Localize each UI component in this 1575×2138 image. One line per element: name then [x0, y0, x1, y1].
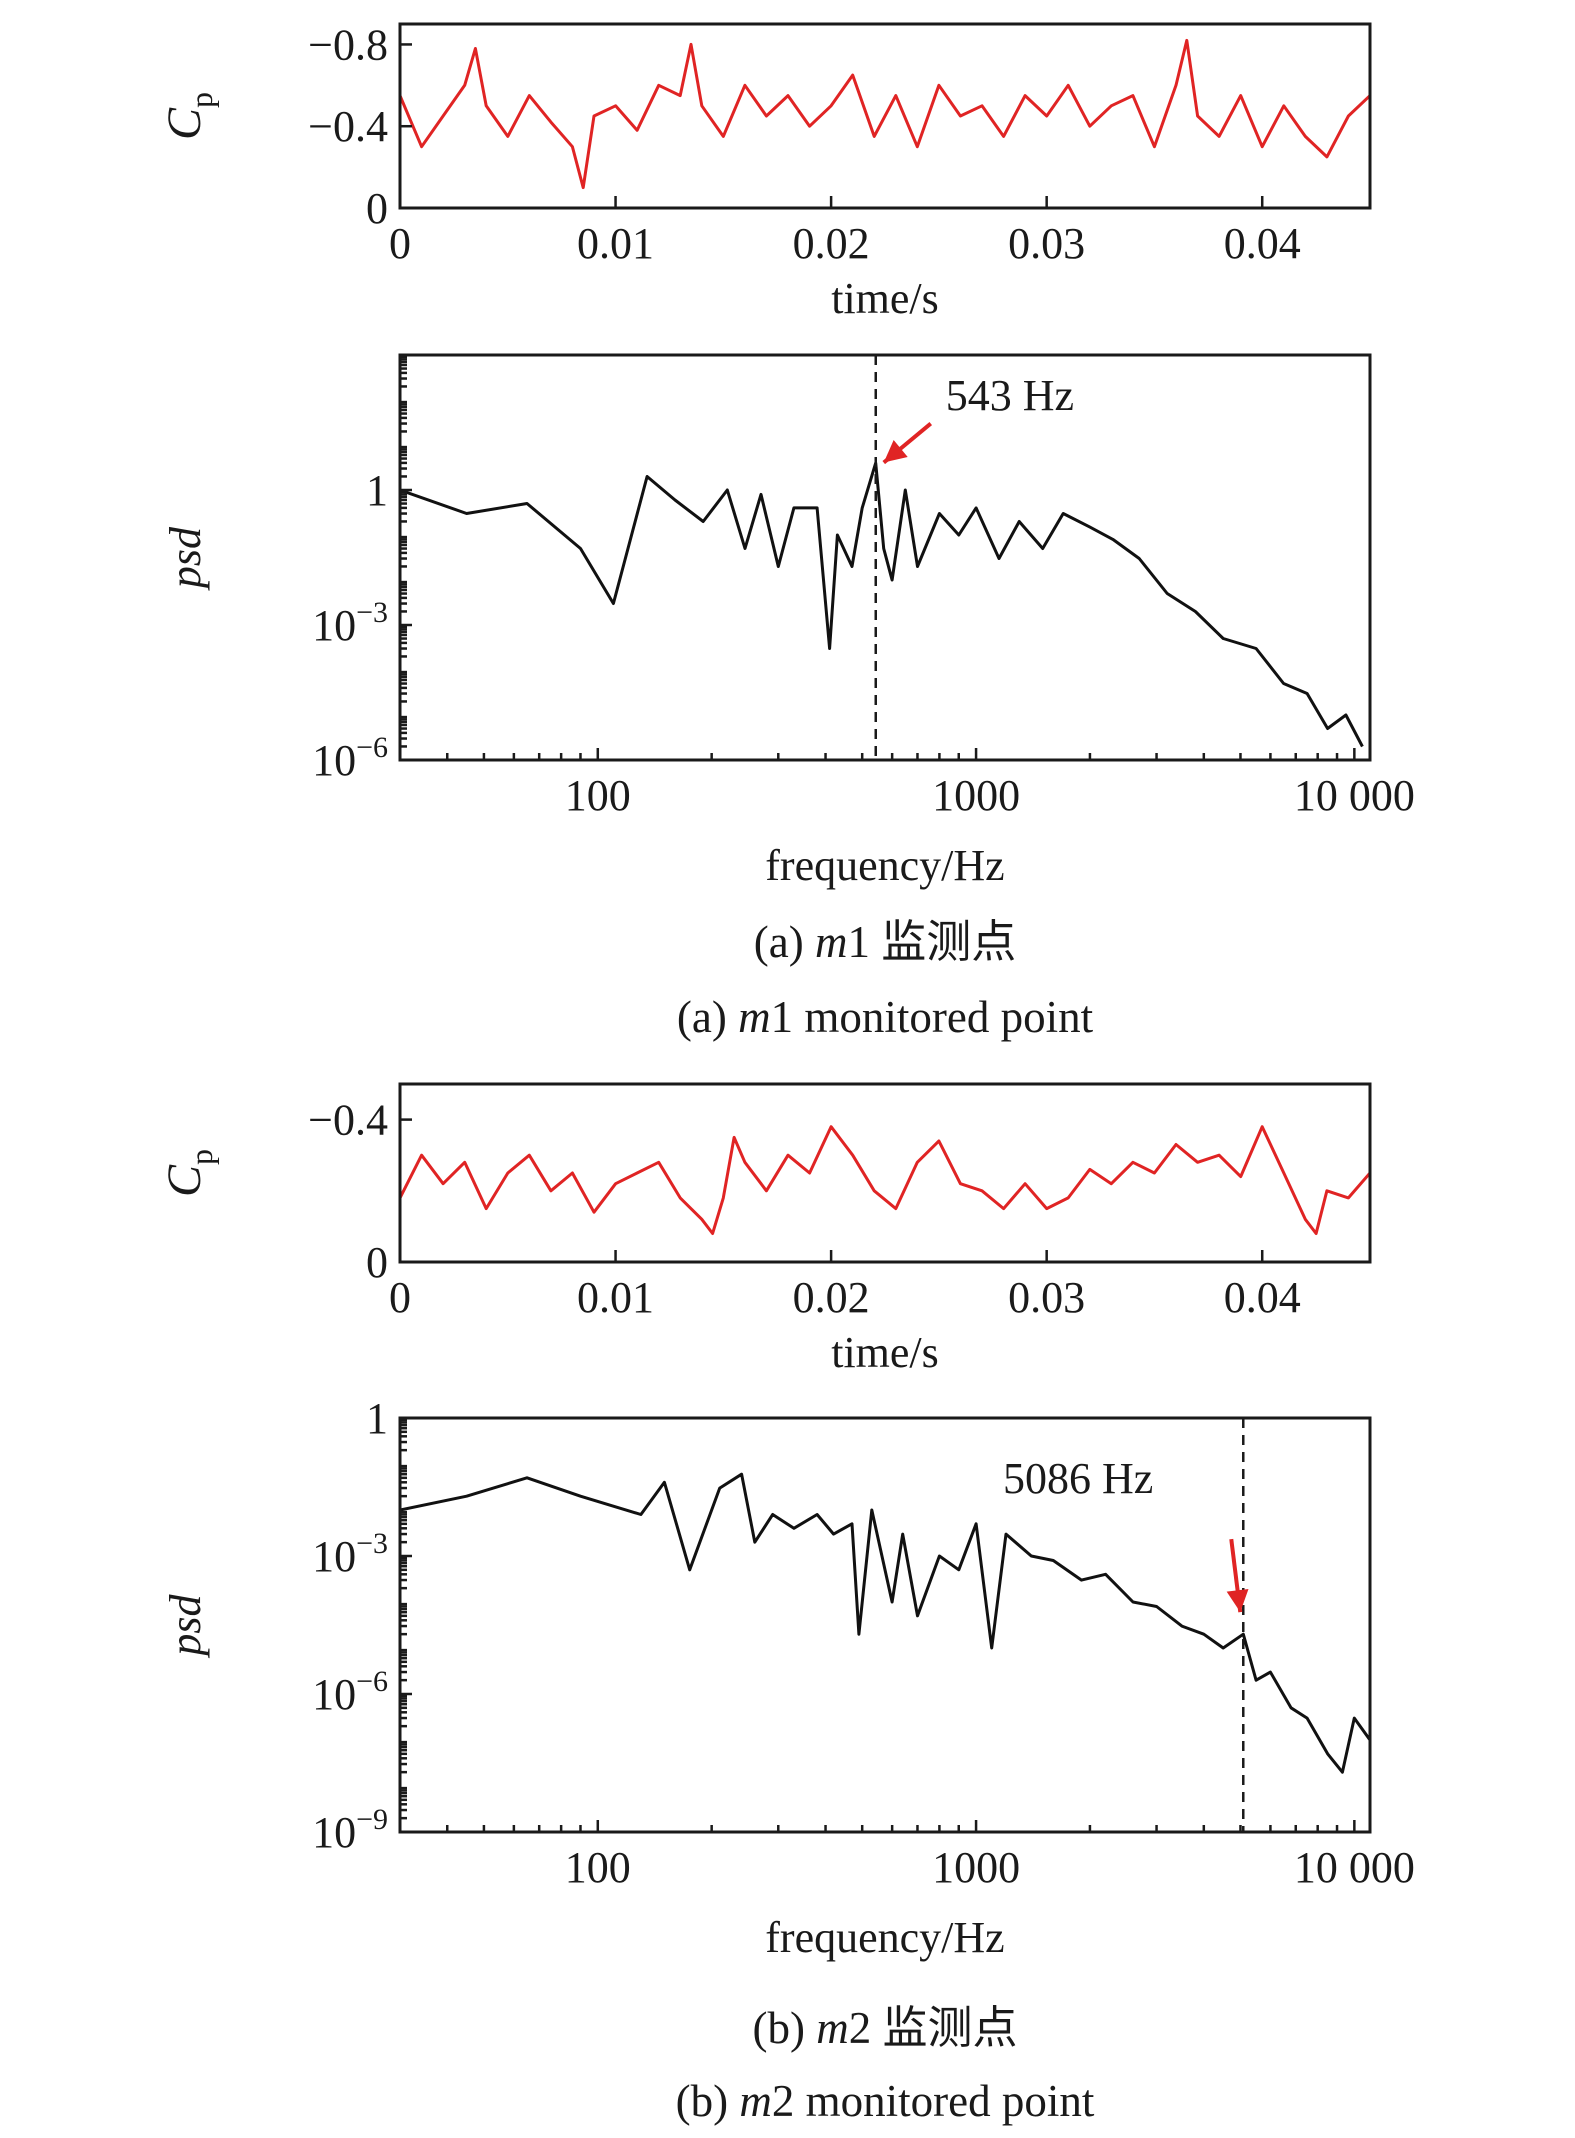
x-tick-label: 0.03 — [1008, 1273, 1085, 1322]
peak-frequency-annotation: 543 Hz — [946, 371, 1074, 420]
y-tick-label: −0.4 — [308, 102, 388, 151]
annotation-arrow-head — [883, 440, 908, 463]
y-tick-label: 0 — [366, 184, 388, 233]
annotation-arrow-head — [1226, 1588, 1249, 1613]
x-tick-label: 0 — [389, 219, 411, 268]
m2-cp-series-line-0 — [400, 1125, 1370, 1235]
x-tick-label: 100 — [565, 771, 631, 820]
m2-cp-time-series-panel: 0 0.01 0.02 0.03 0.04 −0.4 0 time/s Cp — [158, 1082, 1372, 1377]
y-tick-label: 10−6 — [312, 1665, 388, 1719]
m2-psd-series-line-0 — [400, 1472, 1370, 1774]
x-tick-label: 0 — [389, 1273, 411, 1322]
m1-psd-x-axis-label: frequency/Hz — [765, 841, 1004, 890]
caption-a-english: (a) m1 monitored point — [677, 992, 1094, 1042]
y-tick-label: −0.4 — [308, 1096, 388, 1145]
m2-psd-x-axis-label: frequency/Hz — [765, 1913, 1004, 1962]
m1-psd-series-line-0 — [400, 461, 1364, 748]
x-tick-label: 0.04 — [1224, 1273, 1301, 1322]
m1-cp-y-axis-label: Cp — [158, 92, 219, 140]
m2-cp-plot-frame — [398, 1082, 1372, 1264]
m2-psd-spectrum-panel: 100 1000 10 000 1 10−3 10−6 10−9 frequency/Hz ps… — [161, 1394, 1415, 1962]
y-tick-label: 1 — [366, 466, 388, 515]
y-tick-label: −0.8 — [308, 20, 388, 69]
m2-psd-plot-frame — [398, 1416, 1372, 1834]
x-tick-label: 10 000 — [1294, 771, 1415, 820]
y-tick-label: 1 — [366, 1394, 388, 1443]
m1-cp-time-series-panel: 0 0.01 0.02 0.03 0.04 0 −0.4 −0.8 time/s Cp — [158, 20, 1372, 323]
m1-cp-series-line-0 — [400, 38, 1370, 190]
m2-cp-y-axis-label: Cp — [158, 1149, 219, 1197]
m1-cp-x-axis-label: time/s — [831, 274, 939, 323]
x-tick-label: 1000 — [932, 771, 1020, 820]
x-tick-label: 0.03 — [1008, 219, 1085, 268]
x-tick-label: 0.01 — [577, 1273, 654, 1322]
m2-cp-x-axis-label: time/s — [831, 1328, 939, 1377]
x-tick-label: 0.01 — [577, 219, 654, 268]
x-tick-label: 0.02 — [793, 1273, 870, 1322]
x-tick-label: 0.02 — [793, 219, 870, 268]
caption-b-english: (b) m2 monitored point — [676, 2076, 1095, 2126]
m1-psd-y-axis-label: psd — [161, 526, 210, 591]
m2-psd-y-axis-label: psd — [161, 1593, 210, 1658]
y-tick-label: 10−6 — [312, 731, 388, 785]
caption-b-chinese: (b) m2 监测点 — [753, 2003, 1018, 2053]
caption-a-chinese: (a) m1 监测点 — [754, 917, 1016, 967]
x-tick-label: 100 — [565, 1843, 631, 1892]
y-tick-label: 0 — [366, 1238, 388, 1287]
m1-cp-plot-frame — [398, 22, 1372, 210]
m1-psd-spectrum-panel: 100 1000 10 000 1 10−3 10−6 frequency/Hz psd 543… — [161, 353, 1415, 890]
x-tick-label: 0.04 — [1224, 219, 1301, 268]
y-tick-label: 10−3 — [312, 1527, 388, 1581]
peak-frequency-annotation: 5086 Hz — [1003, 1454, 1153, 1503]
y-tick-label: 10−3 — [312, 596, 388, 650]
x-tick-label: 10 000 — [1294, 1843, 1415, 1892]
x-tick-label: 1000 — [932, 1843, 1020, 1892]
y-tick-label: 10−9 — [312, 1803, 388, 1857]
